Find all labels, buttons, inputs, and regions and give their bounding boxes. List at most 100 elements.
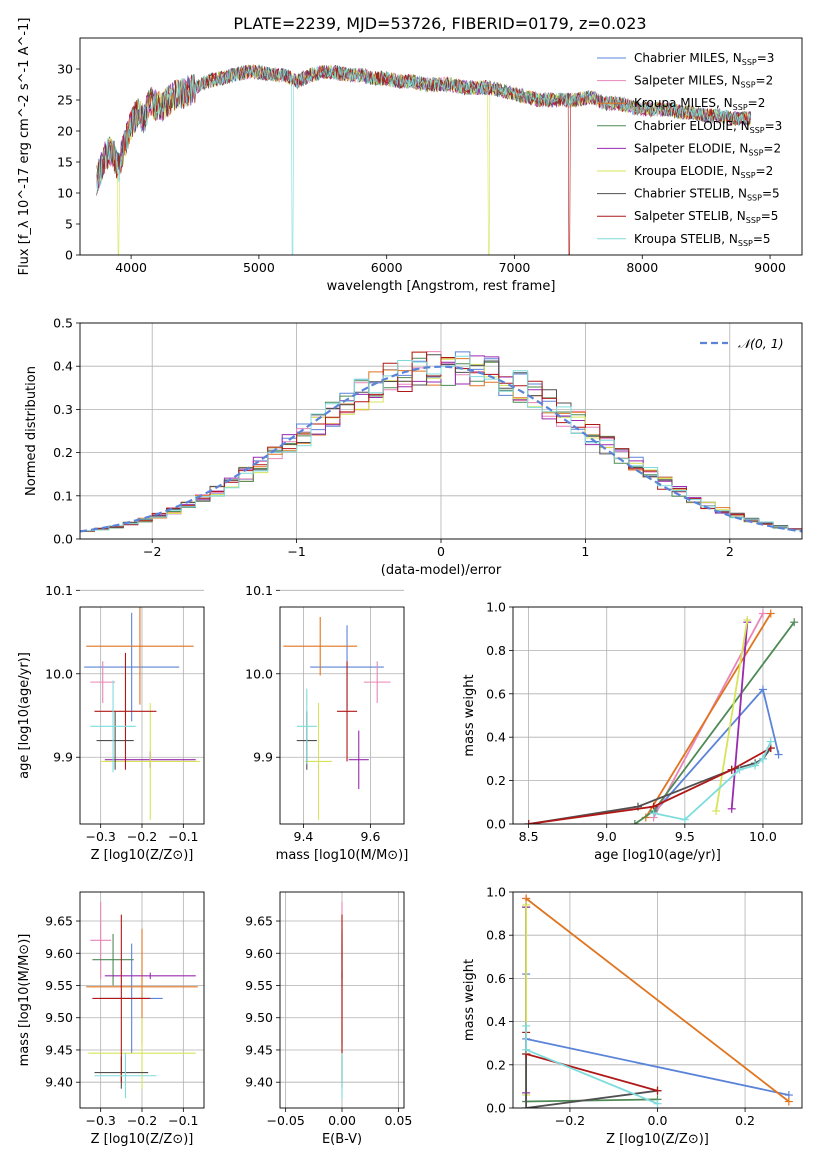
y-tick-label: 0.6 xyxy=(486,686,506,701)
massweight-vs-metallicity-panel: −0.2 0.0 0.2 0.0 0.2 0.4 0.6 0.8 1.0 Z [log10(Z/Z… xyxy=(462,885,803,1147)
legend-label: Kroupa STELIB, NSSP=5 xyxy=(634,232,771,248)
weight-line xyxy=(525,1054,658,1108)
legend-sub: SSP xyxy=(746,216,761,225)
x-tick-label: 4000 xyxy=(115,260,147,275)
axes-frame xyxy=(79,322,803,540)
legend-sub: SSP xyxy=(750,126,765,135)
weight-line xyxy=(715,619,749,812)
y-tick-label: 9.45 xyxy=(245,1042,273,1057)
x-axis-label: Z [log10(Z/Z⊙)] xyxy=(91,1132,194,1147)
x-tick-label: −0.1 xyxy=(168,1113,198,1128)
y-tick-label: 0.1 xyxy=(53,488,73,503)
x-tick-label: 6000 xyxy=(371,260,403,275)
error-point xyxy=(92,933,134,986)
y-tick-label: 9.40 xyxy=(45,1075,73,1090)
weight-line xyxy=(730,622,749,809)
error-point xyxy=(90,661,116,703)
residuals-panel: −2 −1 0 1 2 0.0 0.1 0.2 0.3 0.4 0.5 (data-model)/er… xyxy=(24,316,803,578)
age-vs-metallicity-panel: −0.3 −0.2 −0.1 9.9 10.0 10.1 Z [log10(Z/Z⊙)] ag… xyxy=(17,532,205,863)
plot-area xyxy=(283,507,391,820)
x-tick-label: −0.3 xyxy=(85,829,115,844)
weight-line xyxy=(645,613,772,818)
legend-value: =2 xyxy=(756,74,774,88)
axes-frame xyxy=(79,606,205,825)
x-tick-label: 1 xyxy=(581,544,589,559)
y-tick-label: 20 xyxy=(57,124,73,139)
y-tick-label: 1.0 xyxy=(486,885,506,900)
y-tick-label: 10.1 xyxy=(45,583,73,598)
y-tick-label: 9.65 xyxy=(45,914,73,929)
error-point xyxy=(90,901,111,980)
spectrum-line xyxy=(96,64,751,255)
legend-value: =2 xyxy=(763,141,781,155)
y-tick-label: 0.8 xyxy=(486,643,506,658)
plot-area xyxy=(86,901,198,1099)
weight-line xyxy=(525,1032,658,1092)
legend-sub: SSP xyxy=(741,171,756,180)
legend-sub: SSP xyxy=(742,58,757,67)
plot-area xyxy=(80,351,802,533)
legend-value: =3 xyxy=(757,51,775,65)
error-point xyxy=(363,661,391,703)
x-axis-label: age [log10(age/yr)] xyxy=(594,848,721,863)
y-tick-label: 9.40 xyxy=(245,1075,273,1090)
figure-title: PLATE=2239, MJD=53726, FIBERID=0179, z=0… xyxy=(233,14,646,33)
y-tick-label: 0.2 xyxy=(486,773,506,788)
x-tick-label: −0.3 xyxy=(85,1113,115,1128)
x-tick-label: 10.0 xyxy=(749,829,777,844)
error-point xyxy=(296,688,317,764)
x-tick-label: 9.0 xyxy=(597,829,617,844)
x-tick-label: 0.2 xyxy=(735,1113,755,1128)
y-tick-label: 0.2 xyxy=(53,445,73,460)
legend-label: Chabrier ELODIE, NSSP=3 xyxy=(634,119,782,135)
x-tick-label: 7000 xyxy=(499,260,531,275)
x-tick-label: 5000 xyxy=(243,260,275,275)
weight-line xyxy=(525,897,790,1103)
legend: Chabrier MILES, NSSP=3 Salpeter MILES, NS… xyxy=(597,51,782,248)
y-tick-label: 9.50 xyxy=(245,1010,273,1025)
error-point xyxy=(94,1053,157,1099)
legend-sub: SSP xyxy=(733,103,748,112)
legend-label: Kroupa MILES, NSSP=2 xyxy=(634,96,765,112)
y-tick-label: 0 xyxy=(65,248,73,263)
x-axis-label: wavelength [Angstrom, rest frame] xyxy=(327,279,556,294)
x-axis-label: (data-model)/error xyxy=(381,563,502,578)
error-point xyxy=(360,507,377,590)
y-tick-label: 9.45 xyxy=(45,1042,73,1057)
plot-area xyxy=(524,609,799,824)
error-point xyxy=(100,702,200,820)
y-tick-label: 30 xyxy=(57,62,73,77)
y-axis-label: mass weight xyxy=(462,959,477,1041)
axes-frame xyxy=(512,891,803,1109)
legend-label: Chabrier STELIB, NSSP=5 xyxy=(634,187,780,203)
x-tick-label: −1 xyxy=(287,544,305,559)
weight-line xyxy=(528,747,772,824)
y-axis-label: Normed distribution xyxy=(24,366,39,496)
y-tick-label: 0.4 xyxy=(53,359,73,374)
x-axis-label: Z [log10(Z/Z⊙)] xyxy=(606,1132,709,1147)
y-tick-label: 10.0 xyxy=(45,666,73,681)
x-tick-label: 8.5 xyxy=(519,829,539,844)
legend-label: Salpeter ELODIE, NSSP=2 xyxy=(634,141,781,157)
legend-sub: SSP xyxy=(748,148,763,157)
error-point xyxy=(94,652,157,770)
legend-value: =5 xyxy=(762,187,780,201)
y-tick-label: 9.60 xyxy=(45,946,73,961)
massweight-vs-age-panel: 8.5 9.0 9.5 10.0 0.0 0.2 0.4 0.6 0.8 1.0 age [log1… xyxy=(462,600,803,863)
y-tick-label: 0.4 xyxy=(486,730,506,745)
spectrum-line xyxy=(96,65,751,255)
x-tick-label: 9000 xyxy=(754,260,786,275)
y-tick-label: 0.0 xyxy=(53,532,73,547)
x-tick-label: −0.2 xyxy=(127,829,157,844)
error-point xyxy=(92,532,137,565)
legend-label: Chabrier MILES, NSSP=3 xyxy=(634,51,774,67)
y-tick-label: 0.0 xyxy=(486,1101,506,1116)
y-axis-label: mass [log10(M/M⊙)] xyxy=(17,934,32,1067)
x-tick-label: 0.00 xyxy=(328,1113,356,1128)
x-tick-label: −0.05 xyxy=(266,1113,304,1128)
legend-value: =2 xyxy=(748,96,766,110)
normal-curve xyxy=(80,365,802,533)
legend-sub: SSP xyxy=(741,81,756,90)
spectrum-panel: 4000 5000 6000 7000 8000 9000 0 5 10 15 20 25 30 wave… xyxy=(17,18,803,294)
y-tick-label: 0.6 xyxy=(486,971,506,986)
